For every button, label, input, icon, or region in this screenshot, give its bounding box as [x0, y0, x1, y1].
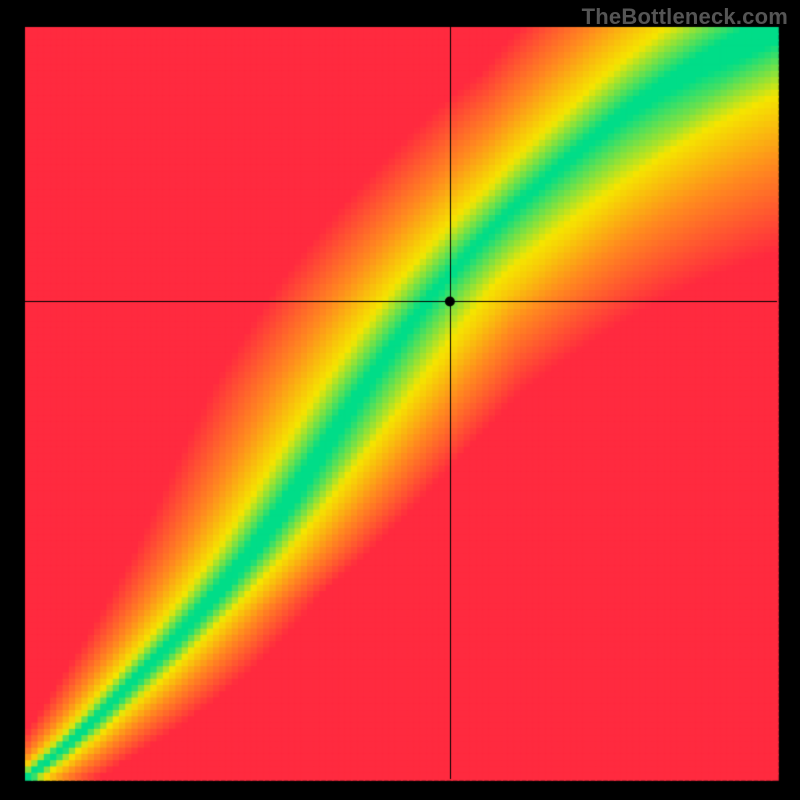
chart-container: TheBottleneck.com — [0, 0, 800, 800]
bottleneck-heatmap — [0, 0, 800, 800]
source-watermark: TheBottleneck.com — [582, 4, 788, 30]
